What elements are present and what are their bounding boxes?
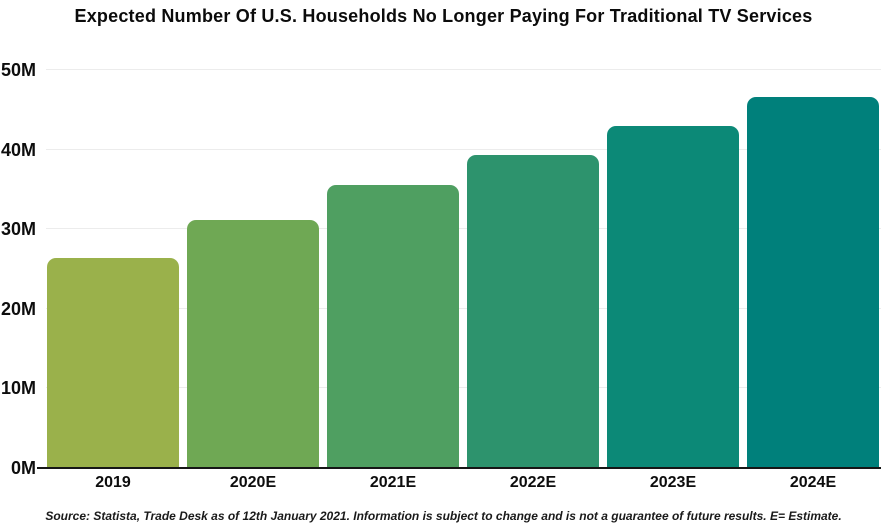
y-tick-label: 50M <box>0 60 36 80</box>
x-tick-label: 2022E <box>509 474 557 491</box>
gridline <box>46 148 881 150</box>
y-tick-label: 40M <box>0 139 36 160</box>
bar-2020E <box>187 219 319 468</box>
y-tick-label: 30M <box>0 219 36 240</box>
x-tick-label: 2019 <box>95 474 131 491</box>
x-tick-label: 2024E <box>789 474 837 491</box>
plot-area: 2019 2020E 2021E 2022E 2023E 2024E <box>37 62 881 491</box>
bar-2022E <box>467 155 599 468</box>
bar-2021E <box>327 185 459 468</box>
x-axis-line <box>37 467 881 469</box>
bar-2019 <box>47 257 179 468</box>
chart-title: Expected Number Of U.S. Households No Lo… <box>74 6 813 26</box>
gridline <box>46 228 881 230</box>
gridline <box>46 69 881 70</box>
x-tick-label: 2020E <box>229 474 277 491</box>
y-tick-label: 20M <box>0 298 36 319</box>
x-tick-label: 2021E <box>369 474 417 491</box>
bar-2023E <box>607 125 739 468</box>
gridline <box>46 387 881 389</box>
y-tick-label: 0M <box>10 458 36 478</box>
source-note: Source: Statista, Trade Desk as of 12th … <box>45 509 842 523</box>
gridline <box>46 307 881 309</box>
bar-2024E <box>747 97 879 468</box>
y-tick-label: 10M <box>0 378 36 399</box>
x-tick-label: 2023E <box>649 474 697 491</box>
